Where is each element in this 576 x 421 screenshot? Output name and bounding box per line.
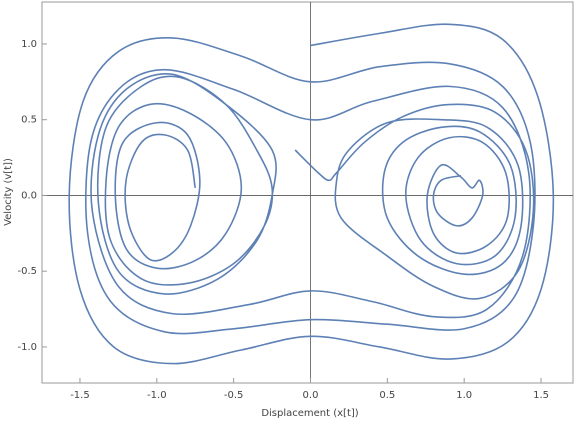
- x-tick-label: -1.0: [147, 390, 167, 401]
- x-tick-label: 0.0: [303, 390, 319, 401]
- x-tick-label: 1.5: [533, 390, 549, 401]
- y-tick-label: 0.0: [21, 190, 37, 201]
- x-tick-label: 1.0: [456, 390, 472, 401]
- plot-frame: [41, 1, 574, 384]
- y-tick-label: -1.0: [17, 342, 37, 353]
- x-tick-label: -1.5: [70, 390, 90, 401]
- y-tick-label: 0.5: [21, 115, 37, 126]
- trajectory: [68, 23, 555, 365]
- y-axis-label: Velocity (v[t]): [3, 158, 14, 226]
- x-tick-label: -0.5: [224, 390, 244, 401]
- y-tick-label: -0.5: [17, 266, 37, 277]
- x-axis-label: Displacement (x[t]): [261, 408, 358, 419]
- x-tick-label: 0.5: [379, 390, 395, 401]
- y-tick-label: 1.0: [21, 39, 37, 50]
